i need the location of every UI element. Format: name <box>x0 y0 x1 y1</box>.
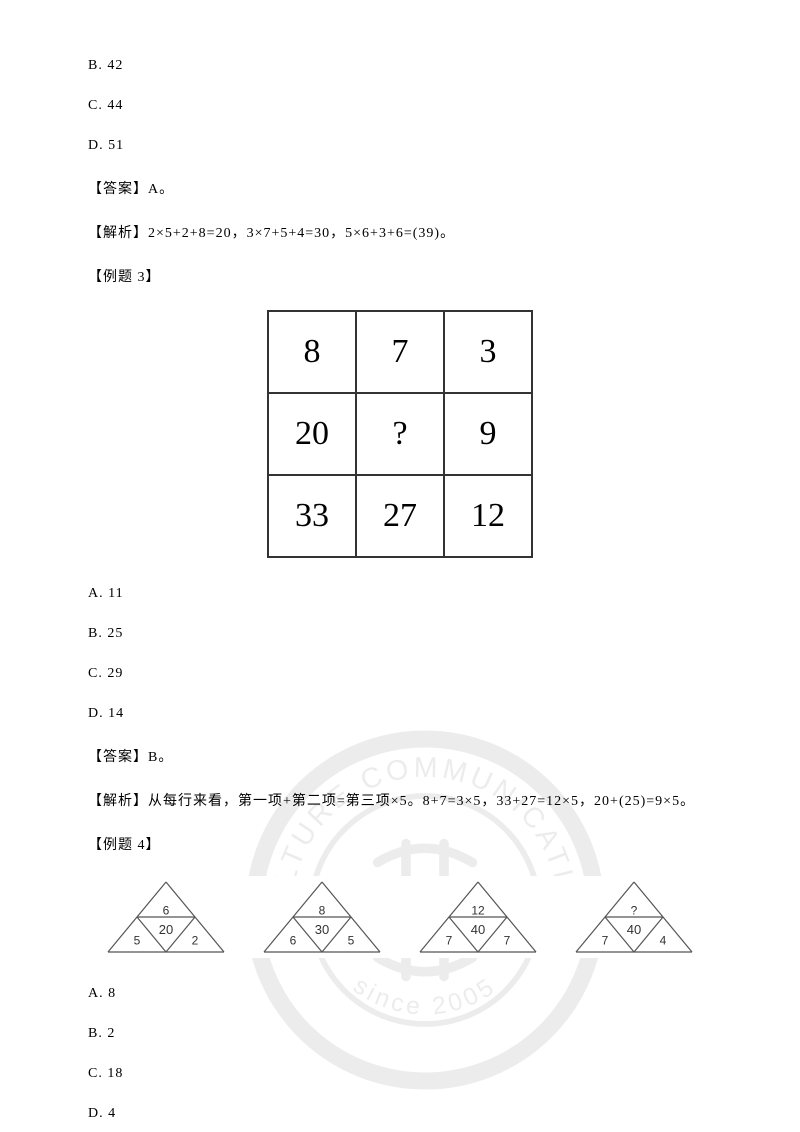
example-4-label: 【例题 4】 <box>88 834 712 854</box>
analysis-1: 【解析】2×5+2+8=20，3×7+5+4=30，5×6+3+6=(39)。 <box>88 222 712 242</box>
example-3-label: 【例题 3】 <box>88 266 712 286</box>
option-c-2: C. 29 <box>88 666 712 682</box>
analysis-2: 【解析】从每行来看，第一项+第二项=第三项×5。8+7=3×5，33+27=12… <box>88 790 712 810</box>
grid-cell: ? <box>356 393 444 475</box>
svg-text:5: 5 <box>134 934 141 948</box>
grid-cell: 9 <box>444 393 532 475</box>
grid-cell: 12 <box>444 475 532 557</box>
table-row: 8 7 3 <box>268 311 532 393</box>
grid-cell: 7 <box>356 311 444 393</box>
svg-text:12: 12 <box>471 904 485 918</box>
svg-text:8: 8 <box>319 904 326 918</box>
grid-cell: 20 <box>268 393 356 475</box>
option-d-2: D. 14 <box>88 706 712 722</box>
svg-text:30: 30 <box>315 922 329 937</box>
svg-text:40: 40 <box>471 922 485 937</box>
grid-3x3-wrap: 8 7 3 20 ? 9 33 27 12 <box>88 310 712 558</box>
grid-cell: 3 <box>444 311 532 393</box>
grid-cell: 8 <box>268 311 356 393</box>
answer-1: 【答案】A。 <box>88 178 712 198</box>
triangles-row: 6 5 2 20 8 6 5 30 12 7 7 40? 7 4 40 <box>88 876 712 958</box>
option-b-1: B. 42 <box>88 58 712 74</box>
triangle-diagram: 12 7 7 40 <box>418 880 538 954</box>
triangle-diagram: ? 7 4 40 <box>574 880 694 954</box>
option-b-2: B. 25 <box>88 626 712 642</box>
table-row: 33 27 12 <box>268 475 532 557</box>
option-c-3: C. 18 <box>88 1066 712 1082</box>
option-d-1: D. 51 <box>88 138 712 154</box>
option-a-3: A. 8 <box>88 986 712 1002</box>
grid-3x3: 8 7 3 20 ? 9 33 27 12 <box>267 310 533 558</box>
triangle-diagram: 8 6 5 30 <box>262 880 382 954</box>
svg-text:7: 7 <box>446 934 453 948</box>
option-d-3: D. 4 <box>88 1106 712 1122</box>
svg-text:7: 7 <box>504 934 511 948</box>
option-c-1: C. 44 <box>88 98 712 114</box>
svg-text:5: 5 <box>348 934 355 948</box>
grid-cell: 27 <box>356 475 444 557</box>
svg-text:2: 2 <box>192 934 199 948</box>
svg-text:4: 4 <box>660 934 667 948</box>
option-a-2: A. 11 <box>88 586 712 602</box>
answer-2: 【答案】B。 <box>88 746 712 766</box>
option-b-3: B. 2 <box>88 1026 712 1042</box>
svg-text:?: ? <box>631 904 638 918</box>
svg-text:7: 7 <box>602 934 609 948</box>
grid-cell: 33 <box>268 475 356 557</box>
svg-text:20: 20 <box>159 922 173 937</box>
svg-text:6: 6 <box>290 934 297 948</box>
svg-text:6: 6 <box>163 904 170 918</box>
svg-text:40: 40 <box>627 922 641 937</box>
triangle-diagram: 6 5 2 20 <box>106 880 226 954</box>
table-row: 20 ? 9 <box>268 393 532 475</box>
